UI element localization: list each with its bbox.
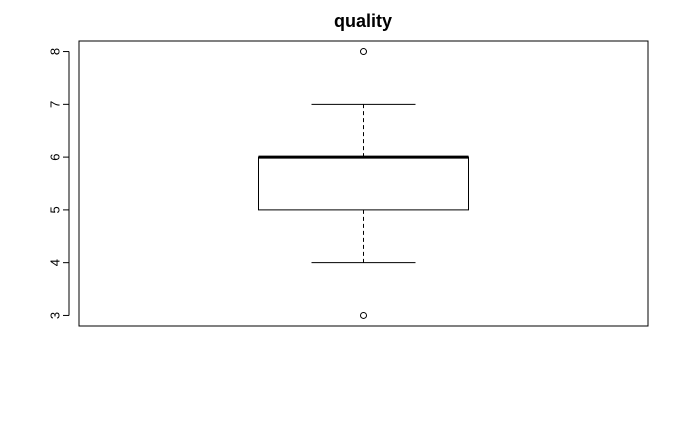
- y-tick-label: 3: [48, 312, 63, 319]
- outlier-point: [360, 48, 367, 56]
- y-tick-label: 6: [48, 153, 63, 160]
- y-tick-label: 5: [48, 206, 63, 213]
- iqr-box: [258, 156, 469, 211]
- y-tick-label: 7: [48, 101, 63, 108]
- y-tick-label: 4: [48, 259, 63, 266]
- chart-title: quality: [334, 11, 392, 31]
- plot-frame: [78, 40, 649, 327]
- y-tick-label: 8: [48, 48, 63, 55]
- y-axis: 3 4 5 6 7 8: [48, 48, 70, 319]
- box-group: [258, 48, 469, 319]
- outlier-point: [360, 311, 367, 319]
